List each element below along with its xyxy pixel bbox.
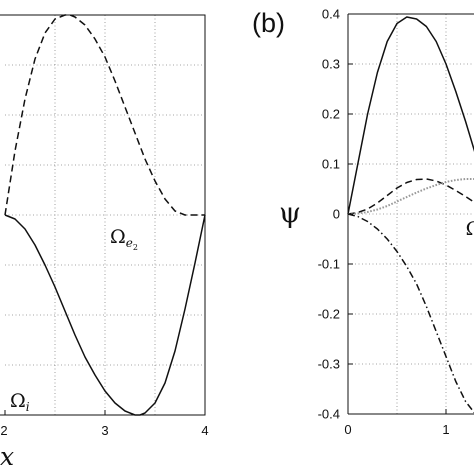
panel-b-ytick-label-7: -0.3	[318, 357, 340, 372]
panel-a-xtick-label-2: 4	[201, 423, 208, 438]
panel-a-grid	[5, 15, 205, 415]
panel-a-xtick-label-0: 2	[0, 423, 7, 438]
panel-a-xlabel: x	[0, 442, 14, 471]
panel-a-series-solid	[4, 214, 206, 416]
panel-b-ytick-label-5: -0.1	[318, 257, 340, 272]
panel-b-ytick-label-3: 0.1	[322, 157, 340, 172]
panel-a-series	[4, 14, 206, 416]
panel-b-label: (b)	[252, 8, 285, 38]
panel-a-annotations: Ωe2 Ωi	[10, 226, 138, 414]
panel-b-series-dashdot	[347, 213, 474, 414]
panel-b-annotation-0: Ω	[466, 218, 474, 240]
panel-b-annotations: Ω	[466, 218, 474, 240]
panel-b-series-dotted	[347, 178, 474, 215]
panel-b-ytick-label-6: -0.2	[318, 307, 340, 322]
panel-b-xtick-label-0: 0	[344, 422, 351, 437]
panel-b-xtick-label-1: 1	[442, 422, 449, 437]
panel-a-frame	[0, 14, 206, 416]
panel-a-annotation-0: Ωe2	[110, 226, 138, 252]
panel-b-ytick-label-0: 0.4	[322, 7, 340, 22]
panel-b-ytick-label-4: 0	[333, 207, 340, 222]
panel-b: (b) ψ 0.4 0.3 0.2 0.1 0 -0.1 -0.2 -0.3 -0.4 0 1 Ω	[252, 7, 474, 438]
panel-a-series-dashed	[4, 14, 205, 216]
panel-a-xtick-label-1: 3	[101, 423, 108, 438]
panel-b-ytick-label-8: -0.4	[318, 407, 340, 422]
panel-b-ytick-label-2: 0.2	[322, 107, 340, 122]
panel-a-annotation-1: Ωi	[10, 390, 30, 414]
panel-a-ticks: 2 3 4	[0, 410, 209, 438]
panel-a: 2 3 4 x Ωe2 Ωi	[0, 14, 209, 471]
panel-b-series	[347, 16, 474, 414]
panel-a-plot-border	[0, 14, 206, 416]
panel-b-series-dashed	[347, 178, 474, 215]
panel-b-ticks: 0.4 0.3 0.2 0.1 0 -0.1 -0.2 -0.3 -0.4 0 1	[318, 7, 450, 438]
panel-b-series-solid	[347, 16, 474, 215]
panel-b-ylabel: ψ	[279, 196, 301, 229]
panel-b-grid	[348, 14, 474, 414]
panel-b-ytick-label-1: 0.3	[322, 57, 340, 72]
